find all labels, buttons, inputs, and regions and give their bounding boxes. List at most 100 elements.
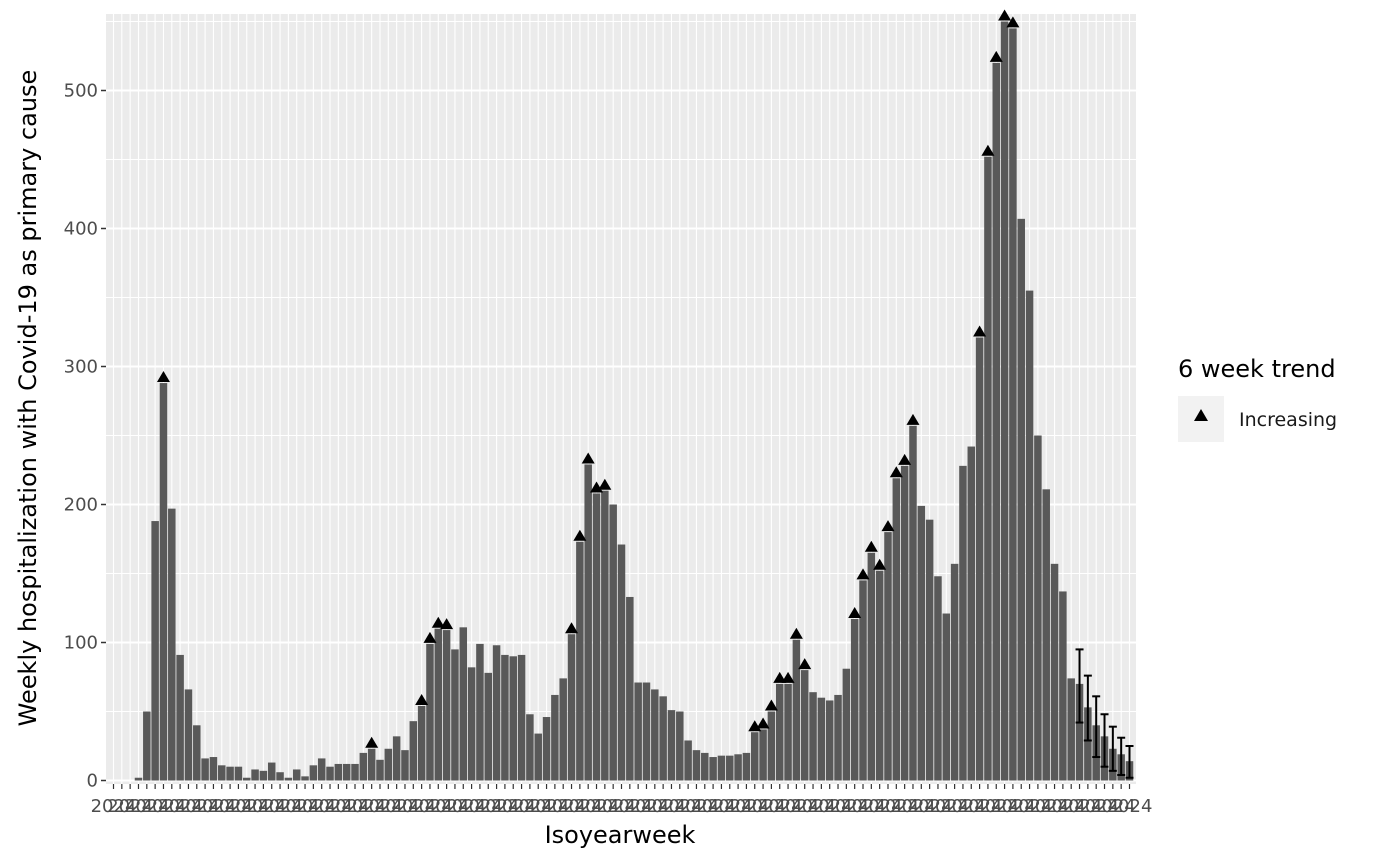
x-tick-label: 2024 — [940, 796, 986, 817]
x-tick-label: 2024 — [840, 796, 886, 817]
bar — [809, 692, 817, 781]
bar — [792, 639, 801, 781]
x-tick-label: 2024 — [124, 796, 170, 817]
trend-marker — [998, 9, 1012, 21]
x-tick-label: 2024 — [707, 796, 753, 817]
bar — [967, 446, 976, 781]
bar — [534, 733, 542, 781]
y-tick-label: 200 — [64, 495, 98, 516]
bar — [984, 156, 992, 781]
x-axis: 2024202420242024202420242024202420242024… — [91, 784, 1152, 817]
x-tick-label: 2024 — [141, 796, 187, 817]
trend-marker — [773, 671, 787, 683]
x-tick-label: 2024 — [890, 796, 936, 817]
error-bar — [1092, 695, 1101, 759]
x-tick-label: 2024 — [773, 796, 819, 817]
bar — [717, 755, 726, 781]
x-tick-label: 2024 — [757, 796, 803, 817]
y-axis: 0 100 200 300 400 500 — [64, 81, 106, 792]
bar — [775, 683, 784, 781]
x-tick-label: 2024 — [823, 796, 869, 817]
legend: 6 week trend Increasing — [1178, 355, 1337, 442]
bar — [701, 752, 709, 781]
y-tick-label: 100 — [64, 633, 98, 654]
bar — [367, 748, 376, 781]
x-tick-label: 2024 — [1073, 796, 1119, 817]
grid-lines — [106, 14, 1136, 784]
bar — [509, 656, 517, 781]
bar — [342, 763, 351, 781]
bar — [584, 464, 592, 781]
trend-marker — [415, 693, 429, 705]
bar — [259, 770, 268, 781]
bar — [884, 532, 892, 781]
y-tick-label: 400 — [64, 219, 98, 240]
x-tick-label: 2024 — [324, 796, 370, 817]
bar — [592, 493, 601, 781]
bar — [168, 508, 176, 781]
bar — [784, 683, 792, 781]
x-tick-label: 2024 — [574, 796, 620, 817]
x-tick-label: 2024 — [557, 796, 603, 817]
bar — [1000, 21, 1009, 781]
x-tick-label: 2024 — [857, 796, 903, 817]
bar — [934, 576, 942, 781]
error-bar — [1117, 736, 1126, 776]
bar — [517, 654, 526, 781]
x-tick-label: 2024 — [91, 796, 137, 817]
x-tick-label: 2024 — [690, 796, 736, 817]
x-axis-title: Isoyearweek — [545, 821, 696, 849]
error-bar — [1075, 648, 1084, 724]
bar — [609, 504, 617, 781]
bar — [1034, 435, 1042, 781]
trend-marker — [906, 413, 920, 425]
y-axis-title: Weekly hospitalization with Covid-19 as … — [14, 70, 42, 727]
bar — [759, 729, 767, 781]
bar — [800, 670, 809, 781]
bar — [451, 649, 459, 781]
bar — [975, 337, 984, 781]
bar — [159, 383, 168, 781]
bar — [892, 478, 901, 781]
bar — [750, 732, 759, 781]
bar — [317, 758, 326, 781]
bar — [634, 682, 642, 781]
bar — [143, 711, 151, 781]
trend-marker — [856, 568, 870, 580]
bar — [659, 696, 667, 781]
bar — [667, 710, 676, 781]
bar — [284, 777, 293, 781]
bar — [709, 757, 717, 781]
bar — [850, 619, 859, 781]
bar — [209, 757, 218, 781]
bar — [875, 570, 884, 781]
x-tick-label: 2024 — [990, 796, 1036, 817]
x-tick-label: 2024 — [107, 796, 153, 817]
x-tick-label: 2024 — [624, 796, 670, 817]
bar — [617, 544, 626, 781]
legend-title: 6 week trend — [1178, 355, 1336, 383]
bar — [950, 563, 959, 781]
trend-marker — [798, 658, 812, 670]
trend-markers — [156, 9, 1020, 748]
trend-marker — [881, 520, 895, 532]
bar — [301, 776, 309, 781]
trend-marker — [848, 607, 862, 619]
bar — [134, 777, 143, 781]
bar — [726, 755, 734, 781]
legend-label-increasing: Increasing — [1239, 409, 1337, 431]
bar — [909, 425, 917, 781]
bar — [442, 630, 451, 781]
bar — [467, 667, 476, 781]
x-tick-label: 2024 — [1023, 796, 1069, 817]
trend-marker — [156, 371, 170, 383]
bar — [825, 700, 834, 781]
bar — [326, 766, 334, 781]
x-tick-label: 2024 — [590, 796, 636, 817]
bar — [309, 765, 318, 781]
trend-marker — [1006, 16, 1020, 28]
x-tick-label: 2024 — [657, 796, 703, 817]
x-tick-label: 2024 — [440, 796, 486, 817]
bar — [334, 763, 343, 781]
